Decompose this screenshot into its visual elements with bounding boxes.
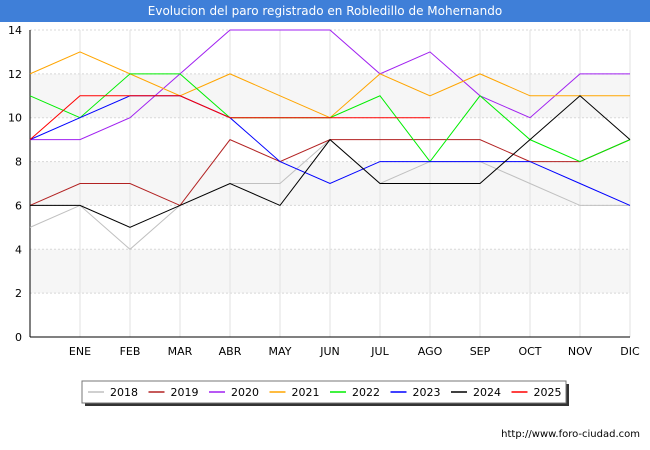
x-tick-label: ENE bbox=[69, 345, 91, 358]
x-tick-label: MAY bbox=[269, 345, 292, 358]
legend-box bbox=[81, 380, 567, 404]
x-tick-label: OCT bbox=[518, 345, 541, 358]
source-footer: http://www.foro-ciudad.com bbox=[501, 429, 640, 440]
y-tick-label: 0 bbox=[15, 331, 22, 344]
y-tick-label: 8 bbox=[15, 156, 22, 169]
x-tick-label: JUL bbox=[370, 345, 389, 358]
y-tick-label: 12 bbox=[8, 68, 22, 81]
legend-label-2018: 2018 bbox=[110, 386, 138, 399]
series-line-2025 bbox=[29, 95, 430, 141]
x-tick-label: AGO bbox=[418, 345, 443, 358]
legend-label-2020: 2020 bbox=[231, 386, 259, 399]
legend: 2018 2019 2020 2021 2022 2023 2024 2025 bbox=[81, 380, 569, 406]
axes bbox=[29, 30, 630, 338]
x-tick-label: MAR bbox=[168, 345, 193, 358]
y-tick-label: 14 bbox=[8, 24, 22, 37]
series-line-2020 bbox=[30, 29, 630, 141]
x-tick-label: DIC bbox=[620, 345, 640, 358]
x-tick-label: NOV bbox=[568, 345, 593, 358]
x-tick-label: FEB bbox=[120, 345, 141, 358]
x-tick-label: SEP bbox=[470, 345, 491, 358]
series-line-2024 bbox=[30, 95, 631, 228]
legend-label-2022: 2022 bbox=[352, 386, 380, 399]
y-tick-label: 6 bbox=[15, 199, 22, 212]
y-tick-label: 10 bbox=[8, 112, 22, 125]
y-axis-ticks: 0 2 4 6 8 10 12 14 bbox=[8, 24, 22, 344]
legend-label-2023: 2023 bbox=[413, 386, 441, 399]
title-bar bbox=[0, 0, 650, 22]
legend-label-2025: 2025 bbox=[534, 386, 562, 399]
x-axis-ticks: ENE FEB MAR ABR MAY JUN JUL AGO SEP OCT NOV DIC bbox=[69, 345, 640, 358]
chart-title: Evolucion del paro registrado en Robledi… bbox=[147, 4, 503, 18]
y-tick-label: 4 bbox=[15, 243, 22, 256]
legend-label-2024: 2024 bbox=[473, 386, 501, 399]
series-lines bbox=[29, 29, 631, 250]
x-tick-label: JUN bbox=[319, 345, 340, 358]
x-tick-label: ABR bbox=[219, 345, 242, 358]
legend-label-2019: 2019 bbox=[171, 386, 199, 399]
legend-label-2021: 2021 bbox=[292, 386, 320, 399]
y-tick-label: 2 bbox=[15, 287, 22, 300]
